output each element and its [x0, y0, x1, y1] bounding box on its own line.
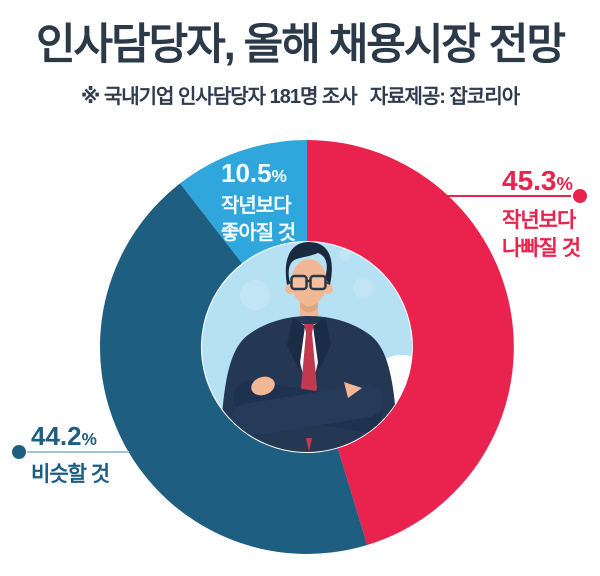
- percent-sign: %: [556, 173, 573, 194]
- label-line: 비슷할 것: [31, 463, 110, 486]
- percent-sign: %: [271, 166, 287, 186]
- hand-left: [251, 376, 275, 396]
- leader-line-similar: [12, 445, 129, 459]
- donut-slice-1: [99, 183, 368, 554]
- center-illustration: [202, 242, 412, 452]
- leader-line-worse: [446, 189, 587, 203]
- glasses-icon: [286, 274, 331, 291]
- lapel-right: [313, 317, 331, 370]
- label-line: 작년보다: [221, 195, 292, 217]
- label-line: 나빠질 것: [502, 237, 581, 260]
- lapel-left: [287, 317, 305, 370]
- subtitle-source: 자료제공: 잡코리아: [369, 86, 520, 108]
- percentage-value: 45.3%: [502, 165, 573, 196]
- businessman-illustration: [220, 242, 398, 452]
- percent-sign: %: [81, 429, 97, 449]
- slice-label-similar: 44.2% 비슷할 것: [31, 421, 110, 488]
- donut-slice-2: [180, 139, 307, 264]
- leader-dot-worse: [573, 189, 587, 203]
- neck-shadow: [300, 300, 318, 313]
- percentage-value: 44.2%: [31, 421, 97, 451]
- forearm-over: [231, 384, 383, 437]
- slice-label-worse: 45.3% 작년보다 나빠질 것: [502, 165, 581, 263]
- page-title: 인사담당자, 올해 채용시장 전망: [35, 21, 566, 69]
- percentage-value: 10.5%: [221, 158, 287, 188]
- subtitle-note: ※ 국내기업 인사담당자 181명 조사: [80, 86, 358, 108]
- leader-dot-similar: [12, 445, 26, 459]
- tie-tip: [306, 438, 312, 452]
- label-line: 좋아질 것: [221, 222, 296, 244]
- hand-right: [344, 382, 362, 398]
- donut-slice-0: [307, 140, 514, 545]
- subtitle: ※ 국내기업 인사담당자 181명 조사 자료제공: 잡코리아: [0, 80, 600, 109]
- hair: [285, 242, 332, 285]
- slice-label-better: 10.5% 작년보다 좋아질 것: [221, 158, 296, 247]
- label-line: 작년보다: [502, 209, 576, 232]
- donut-slices: [99, 139, 514, 554]
